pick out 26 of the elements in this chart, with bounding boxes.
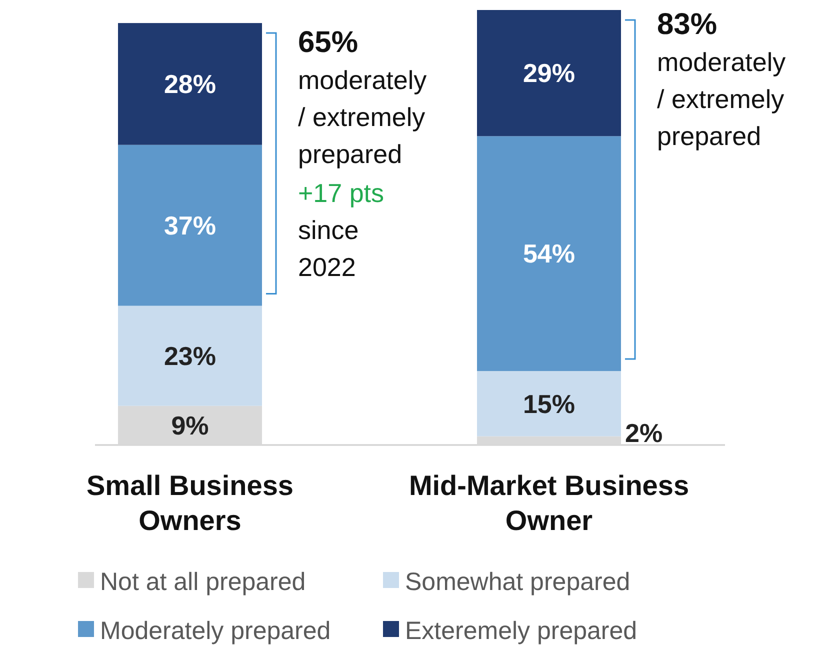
bar bbox=[118, 306, 262, 406]
data-label: 2% bbox=[625, 418, 663, 448]
legend-label: Moderately prepared bbox=[100, 616, 331, 645]
annotation: since 2022 bbox=[298, 215, 359, 282]
bar bbox=[118, 144, 262, 306]
annotation: +17 pts bbox=[298, 178, 384, 208]
x-tick-label: Mid-Market Business Owner bbox=[408, 470, 690, 536]
data-label: 15% bbox=[522, 388, 576, 419]
data-label: 28% bbox=[164, 69, 216, 100]
annotation: moderately / extremely prepared bbox=[298, 65, 427, 169]
data-label: 9% bbox=[171, 410, 209, 441]
legend-label: Exteremely prepared bbox=[405, 616, 638, 645]
bar bbox=[118, 23, 262, 145]
data-label: 37% bbox=[164, 210, 216, 240]
bar bbox=[477, 136, 621, 372]
x-tick-label: Small Business Owners bbox=[86, 470, 294, 536]
bar bbox=[477, 10, 621, 136]
legend-label: Not at all prepared bbox=[100, 568, 306, 596]
data-label: 29% bbox=[522, 58, 576, 88]
annotation: 83% bbox=[657, 8, 718, 41]
data-label: 54% bbox=[522, 238, 576, 269]
bar bbox=[477, 371, 621, 436]
annotation: moderately / extremely prepared bbox=[657, 47, 786, 151]
data-label: 23% bbox=[164, 340, 216, 371]
legend-label: Somewhat prepared bbox=[405, 568, 630, 596]
annotation: 65% bbox=[298, 26, 358, 59]
